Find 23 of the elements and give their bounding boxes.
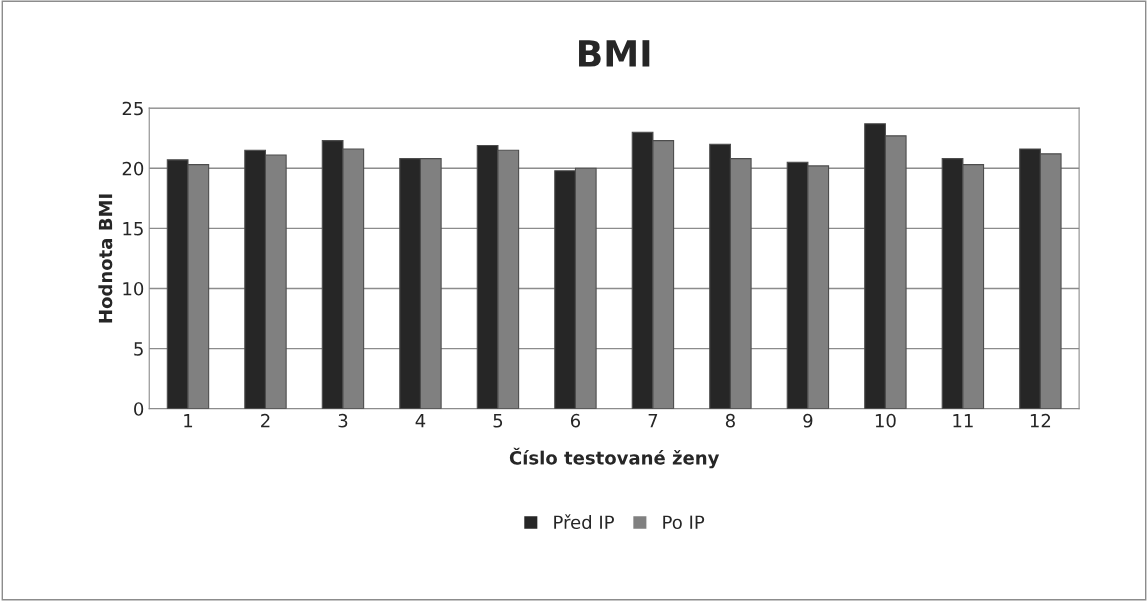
- y-tick-label: 20: [122, 161, 144, 176]
- x-tick-label: 4: [415, 414, 426, 428]
- y-axis-title: Hodnota BMI: [98, 194, 113, 323]
- y-tick-label: 10: [123, 281, 144, 296]
- x-tick-label: 6: [570, 413, 581, 428]
- legend-label: Po IP: [663, 515, 705, 530]
- chart-title: BMI: [579, 40, 650, 67]
- x-tick-label: 1: [184, 414, 193, 428]
- x-tick-label: 3: [338, 413, 348, 428]
- x-tick-label: 5: [493, 414, 503, 428]
- y-tick-label: 5: [134, 342, 143, 356]
- x-tick-label: 9: [803, 413, 813, 428]
- x-tick-label: 2: [261, 413, 270, 428]
- legend-label: Před IP: [554, 514, 614, 530]
- x-tick-label: 10: [875, 413, 896, 428]
- x-tick-label: 11: [953, 414, 973, 428]
- x-tick-label: 8: [725, 413, 735, 428]
- y-tick-label: 15: [123, 222, 143, 236]
- y-tick-label: 0: [134, 402, 144, 416]
- x-tick-label: 7: [648, 414, 658, 428]
- x-tick-label: 12: [1030, 413, 1051, 428]
- y-tick-label: 25: [122, 101, 143, 116]
- x-axis-title: Číslo testované ženy: [509, 447, 720, 469]
